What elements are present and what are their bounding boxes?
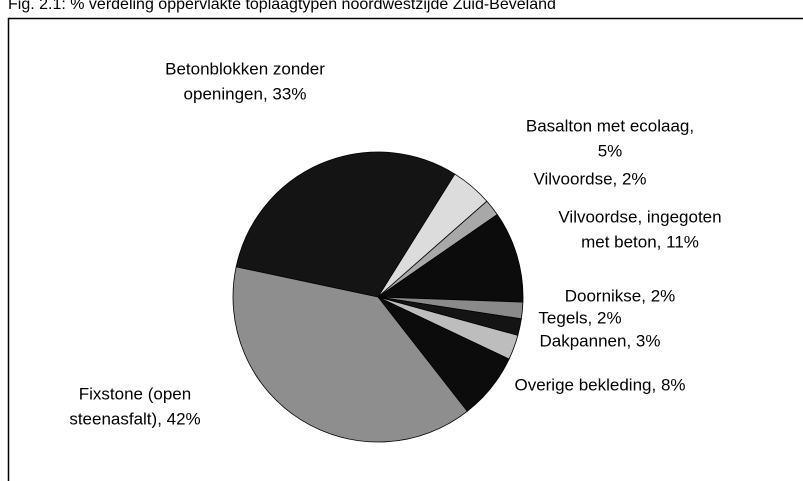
slice-label: Overige bekleding, 8% — [514, 375, 685, 394]
slice-label: Vilvoordse, 2% — [533, 169, 646, 188]
slice-label: Dakpannen, 3% — [540, 331, 661, 350]
pie-slice — [376, 213, 524, 303]
pie-slice — [235, 151, 456, 298]
slice-label: Basalton met ecolaag, — [526, 116, 694, 135]
slice-label: openingen, 33% — [184, 84, 307, 103]
slice-label: Doornikse, 2% — [565, 286, 676, 305]
slice-label: 5% — [598, 141, 623, 160]
pie-slice — [232, 266, 468, 443]
slice-label: Tegels, 2% — [538, 308, 621, 327]
chart-title: Fig. 2.1: % verdeling oppervlakte toplaa… — [8, 0, 556, 13]
slice-label: met beton, 11% — [581, 232, 699, 251]
slice-label: Vilvoordse, ingegoten — [558, 207, 721, 226]
slice-label: Betonblokken zonder — [165, 59, 325, 78]
slice-label: Fixstone (open — [79, 384, 191, 403]
slice-label: steenasfalt), 42% — [69, 409, 200, 428]
